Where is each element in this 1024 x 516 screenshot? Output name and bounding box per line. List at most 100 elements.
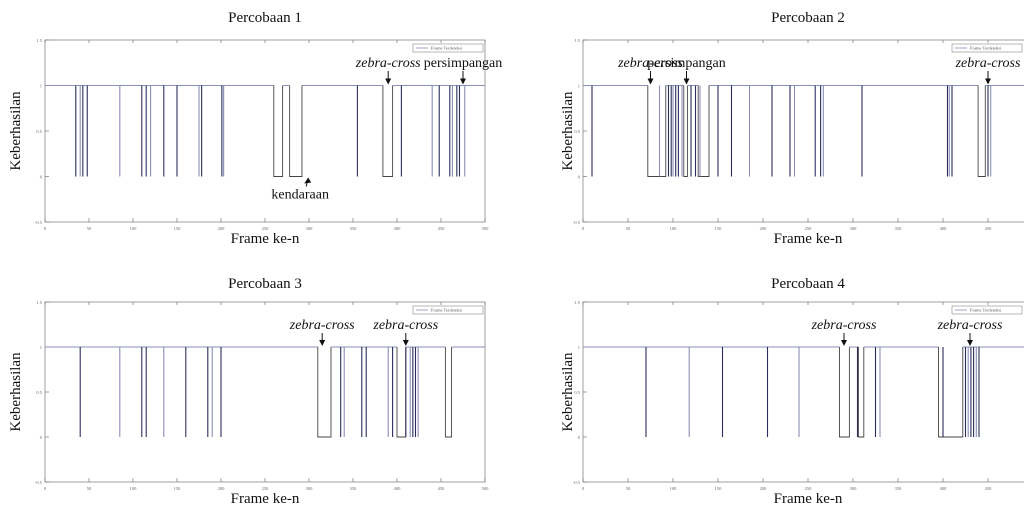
y-tick-label: 0 bbox=[40, 175, 43, 180]
annotation-arrowhead bbox=[683, 78, 690, 85]
annotation-arrowhead bbox=[460, 78, 466, 85]
legend-label: Frame Terdeteksi bbox=[431, 46, 463, 51]
chart-title: Percobaan 1 bbox=[228, 10, 302, 26]
chart-panel-3: Percobaan 3-0.500.511.50 50 100 150 200 250 30… bbox=[8, 276, 489, 507]
y-tick-label: 1.5 bbox=[574, 300, 580, 305]
y-tick-label: 0 bbox=[578, 175, 581, 180]
x-tick-label: 50 bbox=[87, 226, 92, 231]
y-tick-label: -0.5 bbox=[35, 220, 43, 225]
signal-gap bbox=[839, 347, 850, 438]
chart-title: Percobaan 3 bbox=[228, 276, 302, 292]
x-tick-label: 200 bbox=[760, 226, 768, 231]
y-axis-label: Keberhasilan bbox=[560, 352, 576, 432]
signal-gap bbox=[977, 85, 986, 177]
x-tick-label: 450 bbox=[438, 486, 446, 491]
y-tick-label: 0 bbox=[40, 435, 43, 440]
legend-label: Frame Terdeteksi bbox=[431, 308, 463, 313]
y-axis-label: Keberhasilan bbox=[8, 352, 24, 432]
annotation-label: zebra-cross bbox=[811, 318, 877, 333]
annotation-arrowhead bbox=[304, 177, 312, 184]
chart-panel-4: Percobaan 4-0.500.511.50 50 100 150 200 250 30… bbox=[560, 276, 1024, 507]
y-tick-label: 0.5 bbox=[36, 129, 42, 134]
signal-gap bbox=[382, 85, 394, 177]
x-tick-label: 150 bbox=[174, 486, 182, 491]
signal-gap bbox=[857, 347, 865, 438]
x-tick-label: 250 bbox=[805, 226, 813, 231]
y-tick-label: 0.5 bbox=[574, 390, 580, 395]
x-tick-label: 150 bbox=[715, 486, 723, 491]
x-tick-label: 500 bbox=[482, 486, 490, 491]
plot-area bbox=[45, 346, 485, 438]
y-tick-label: -0.5 bbox=[35, 480, 43, 485]
signal-gap bbox=[938, 347, 964, 438]
x-tick-label: 200 bbox=[218, 486, 226, 491]
y-tick-label: -0.5 bbox=[573, 220, 581, 225]
x-tick-label: 100 bbox=[130, 486, 138, 491]
x-tick-label: 0 bbox=[44, 486, 47, 491]
x-tick-label: 100 bbox=[130, 226, 138, 231]
x-tick-label: 400 bbox=[394, 226, 402, 231]
x-tick-label: 50 bbox=[626, 226, 631, 231]
annotation-arrowhead bbox=[402, 340, 409, 346]
x-tick-label: 450 bbox=[985, 486, 993, 491]
x-tick-label: 50 bbox=[87, 486, 92, 491]
x-tick-label: 150 bbox=[174, 226, 182, 231]
annotation-label: zebra-cross bbox=[289, 318, 355, 333]
y-tick-label: 1 bbox=[40, 84, 42, 89]
annotation-label: kendaraan bbox=[271, 188, 329, 203]
y-tick-label: 1 bbox=[578, 345, 580, 350]
annotation-label: persimpangan bbox=[647, 56, 726, 71]
legend-box bbox=[951, 43, 1023, 53]
x-tick-label: 0 bbox=[44, 226, 47, 231]
x-tick-label: 200 bbox=[760, 486, 768, 491]
chart-panel-2: Percobaan 2-0.500.511.50 50 100 150 200 250 30… bbox=[560, 10, 1024, 247]
signal-gap bbox=[444, 347, 453, 438]
x-tick-label: 50 bbox=[626, 486, 631, 491]
x-tick-label: 150 bbox=[715, 226, 723, 231]
x-tick-label: 450 bbox=[438, 226, 446, 231]
annotation-arrowhead bbox=[647, 78, 654, 85]
signal-gap bbox=[683, 85, 688, 177]
annotation-arrowhead bbox=[319, 340, 326, 346]
signal-gap bbox=[317, 347, 332, 438]
x-tick-label: 100 bbox=[670, 486, 678, 491]
signal-gap bbox=[697, 85, 710, 177]
x-tick-label: 300 bbox=[850, 486, 858, 491]
annotation-label: zebra-cross bbox=[372, 318, 438, 333]
y-axis-label: Keberhasilan bbox=[8, 91, 24, 171]
y-axis-label: Keberhasilan bbox=[560, 91, 576, 171]
annotation-label: persimpangan bbox=[424, 56, 503, 71]
x-tick-label: 300 bbox=[306, 226, 314, 231]
legend-box bbox=[951, 305, 1023, 315]
y-tick-label: 0 bbox=[578, 435, 581, 440]
plot-area bbox=[45, 85, 485, 177]
legend-box bbox=[412, 305, 484, 315]
x-tick-label: 200 bbox=[218, 226, 226, 231]
x-tick-label: 350 bbox=[895, 486, 903, 491]
x-tick-label: 0 bbox=[582, 226, 585, 231]
x-tick-label: 100 bbox=[670, 226, 678, 231]
annotation-label: zebra-cross bbox=[955, 56, 1021, 71]
legend-label: Frame Terdeteksi bbox=[970, 308, 1002, 313]
x-tick-label: 450 bbox=[985, 226, 993, 231]
x-axis-label: Frame ke-n bbox=[231, 491, 300, 507]
signal-gap bbox=[647, 85, 667, 177]
y-tick-label: 1.5 bbox=[36, 38, 42, 43]
annotation-arrowhead bbox=[985, 78, 991, 85]
y-tick-label: 1 bbox=[40, 345, 42, 350]
x-axis-label: Frame ke-n bbox=[774, 231, 843, 247]
x-tick-label: 250 bbox=[262, 486, 270, 491]
y-tick-label: 1.5 bbox=[36, 300, 42, 305]
chart-title: Percobaan 2 bbox=[771, 10, 845, 26]
x-tick-label: 500 bbox=[482, 226, 490, 231]
chart-panel-1: Percobaan 1-0.500.511.50 50 100 150 200 250 30… bbox=[8, 10, 502, 247]
signal-gap bbox=[396, 347, 407, 438]
x-tick-label: 250 bbox=[262, 226, 270, 231]
x-tick-label: 350 bbox=[350, 486, 358, 491]
y-tick-label: 1.5 bbox=[574, 38, 580, 43]
annotation-label: zebra-cross bbox=[937, 318, 1003, 333]
x-tick-label: 250 bbox=[805, 486, 813, 491]
y-tick-label: 0.5 bbox=[36, 390, 42, 395]
